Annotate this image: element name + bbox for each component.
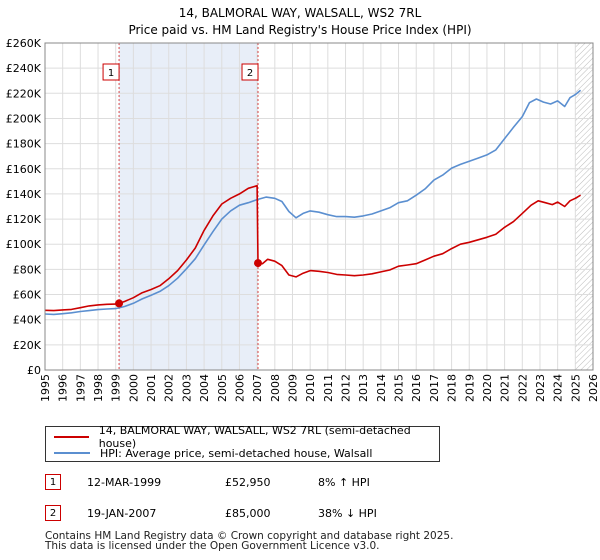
x-tick-label: 1999: [110, 374, 123, 402]
x-tick-label: 1997: [74, 374, 87, 402]
x-tick-label: 2026: [587, 374, 600, 402]
x-tick-label: 2025: [569, 374, 582, 402]
x-tick-label: 2018: [446, 374, 459, 402]
marker-badge-label-2: 2: [247, 68, 253, 79]
transaction-row-1: 1 12-MAR-1999 £52,950 8% ↑ HPI: [45, 474, 465, 492]
legend-swatch-property: [54, 436, 89, 438]
marker-badge-label-1: 1: [108, 68, 114, 79]
series-line-hpi: [44, 89, 582, 316]
legend-swatch-hpi: [54, 452, 90, 454]
y-tick-label: £80K: [13, 263, 42, 276]
transaction-hpi-2: 38% ↓ HPI: [318, 507, 377, 520]
y-tick-label: £180K: [6, 138, 42, 151]
legend-label-hpi: HPI: Average price, semi-detached house,…: [100, 446, 373, 460]
x-tick-label: 2007: [251, 374, 264, 402]
legend-label-property: 14, BALMORAL WAY, WALSALL, WS2 7RL (semi…: [98, 424, 411, 450]
x-tick-label: 2020: [481, 374, 494, 402]
x-tick-label: 2022: [516, 374, 529, 402]
y-tick-label: £0: [27, 364, 41, 377]
x-tick-label: 2005: [216, 374, 229, 402]
chart-title-line1: 14, BALMORAL WAY, WALSALL, WS2 7RL: [179, 6, 422, 20]
legend-item-hpi: HPI: Average price, semi-detached house,…: [54, 446, 372, 460]
forecast-hatch: [575, 43, 593, 370]
footer-line2: This data is licensed under the Open Gov…: [45, 540, 380, 552]
footer-line1: Contains HM Land Registry data © Crown c…: [45, 530, 454, 542]
x-tick-label: 2002: [163, 374, 176, 402]
x-tick-label: 1995: [39, 374, 52, 402]
transaction-hpi-1: 8% ↑ HPI: [318, 476, 370, 489]
series-line-property: [44, 184, 582, 312]
x-tick-label: 2000: [127, 374, 140, 402]
y-tick-label: £240K: [6, 62, 42, 75]
x-tick-label: 2015: [393, 374, 406, 402]
y-tick-label: £220K: [6, 87, 42, 100]
plot-frame: [44, 42, 594, 371]
x-tick-label: 2021: [499, 374, 512, 402]
transaction-row-2: 2 19-JAN-2007 £85,000 38% ↓ HPI: [45, 505, 465, 523]
x-tick-label: 2013: [357, 374, 370, 402]
x-tick-label: 2017: [428, 374, 441, 402]
transaction-date-2: 19-JAN-2007: [87, 507, 157, 520]
y-tick-label: £140K: [6, 188, 42, 201]
transaction-badge-1: 1: [45, 474, 61, 490]
x-tick-label: 2009: [286, 374, 299, 402]
sale-point-1: [115, 299, 124, 308]
price-chart: 14, BALMORAL WAY, WALSALL, WS2 7RL Price…: [6, 6, 600, 402]
transaction-date-1: 12-MAR-1999: [87, 476, 162, 489]
footer: Contains HM Land Registry data © Crown c…: [45, 530, 454, 552]
x-tick-label: 2014: [375, 374, 388, 402]
x-tick-label: 2003: [180, 374, 193, 402]
x-tick-label: 2016: [410, 374, 423, 402]
x-tick-label: 2004: [198, 374, 211, 402]
y-tick-label: £160K: [6, 163, 42, 176]
x-tick-label: 2019: [463, 374, 476, 402]
marker-badge-1: [102, 63, 120, 81]
x-tick-label: 2024: [552, 374, 565, 402]
sale-point-2: [254, 259, 263, 268]
x-tick-label: 2006: [233, 374, 246, 402]
y-tick-label: £200K: [6, 112, 42, 125]
plot-area: £0 £20K £40K £60K £80K £100K £120K £140K £160K £1…: [6, 37, 600, 402]
y-tick-label: £40K: [13, 314, 42, 327]
x-tick-label: 1998: [92, 374, 105, 402]
x-tick-label: 1996: [57, 374, 70, 402]
y-tick-label: £260K: [6, 37, 42, 50]
marker-badge-2: [241, 63, 259, 81]
y-tick-label: £120K: [6, 213, 42, 226]
x-tick-label: 2010: [304, 374, 317, 402]
chart-title-line2: Price paid vs. HM Land Registry's House …: [128, 23, 471, 37]
legend: 14, BALMORAL WAY, WALSALL, WS2 7RL (semi…: [45, 424, 440, 462]
transaction-badge-2: 2: [45, 505, 61, 521]
y-tick-label: £100K: [6, 238, 42, 251]
x-tick-label: 2011: [322, 374, 335, 402]
transaction-price-1: £52,950: [225, 476, 271, 489]
y-tick-label: £20K: [13, 339, 42, 352]
x-tick-label: 2012: [340, 374, 353, 402]
legend-item-property: 14, BALMORAL WAY, WALSALL, WS2 7RL (semi…: [54, 424, 439, 450]
x-tick-label: 2001: [145, 374, 158, 402]
x-tick-label: 2008: [269, 374, 282, 402]
x-tick-label: 2023: [534, 374, 547, 402]
y-tick-label: £60K: [13, 289, 42, 302]
transaction-price-2: £85,000: [225, 507, 271, 520]
holding-period-shade: [119, 43, 259, 370]
